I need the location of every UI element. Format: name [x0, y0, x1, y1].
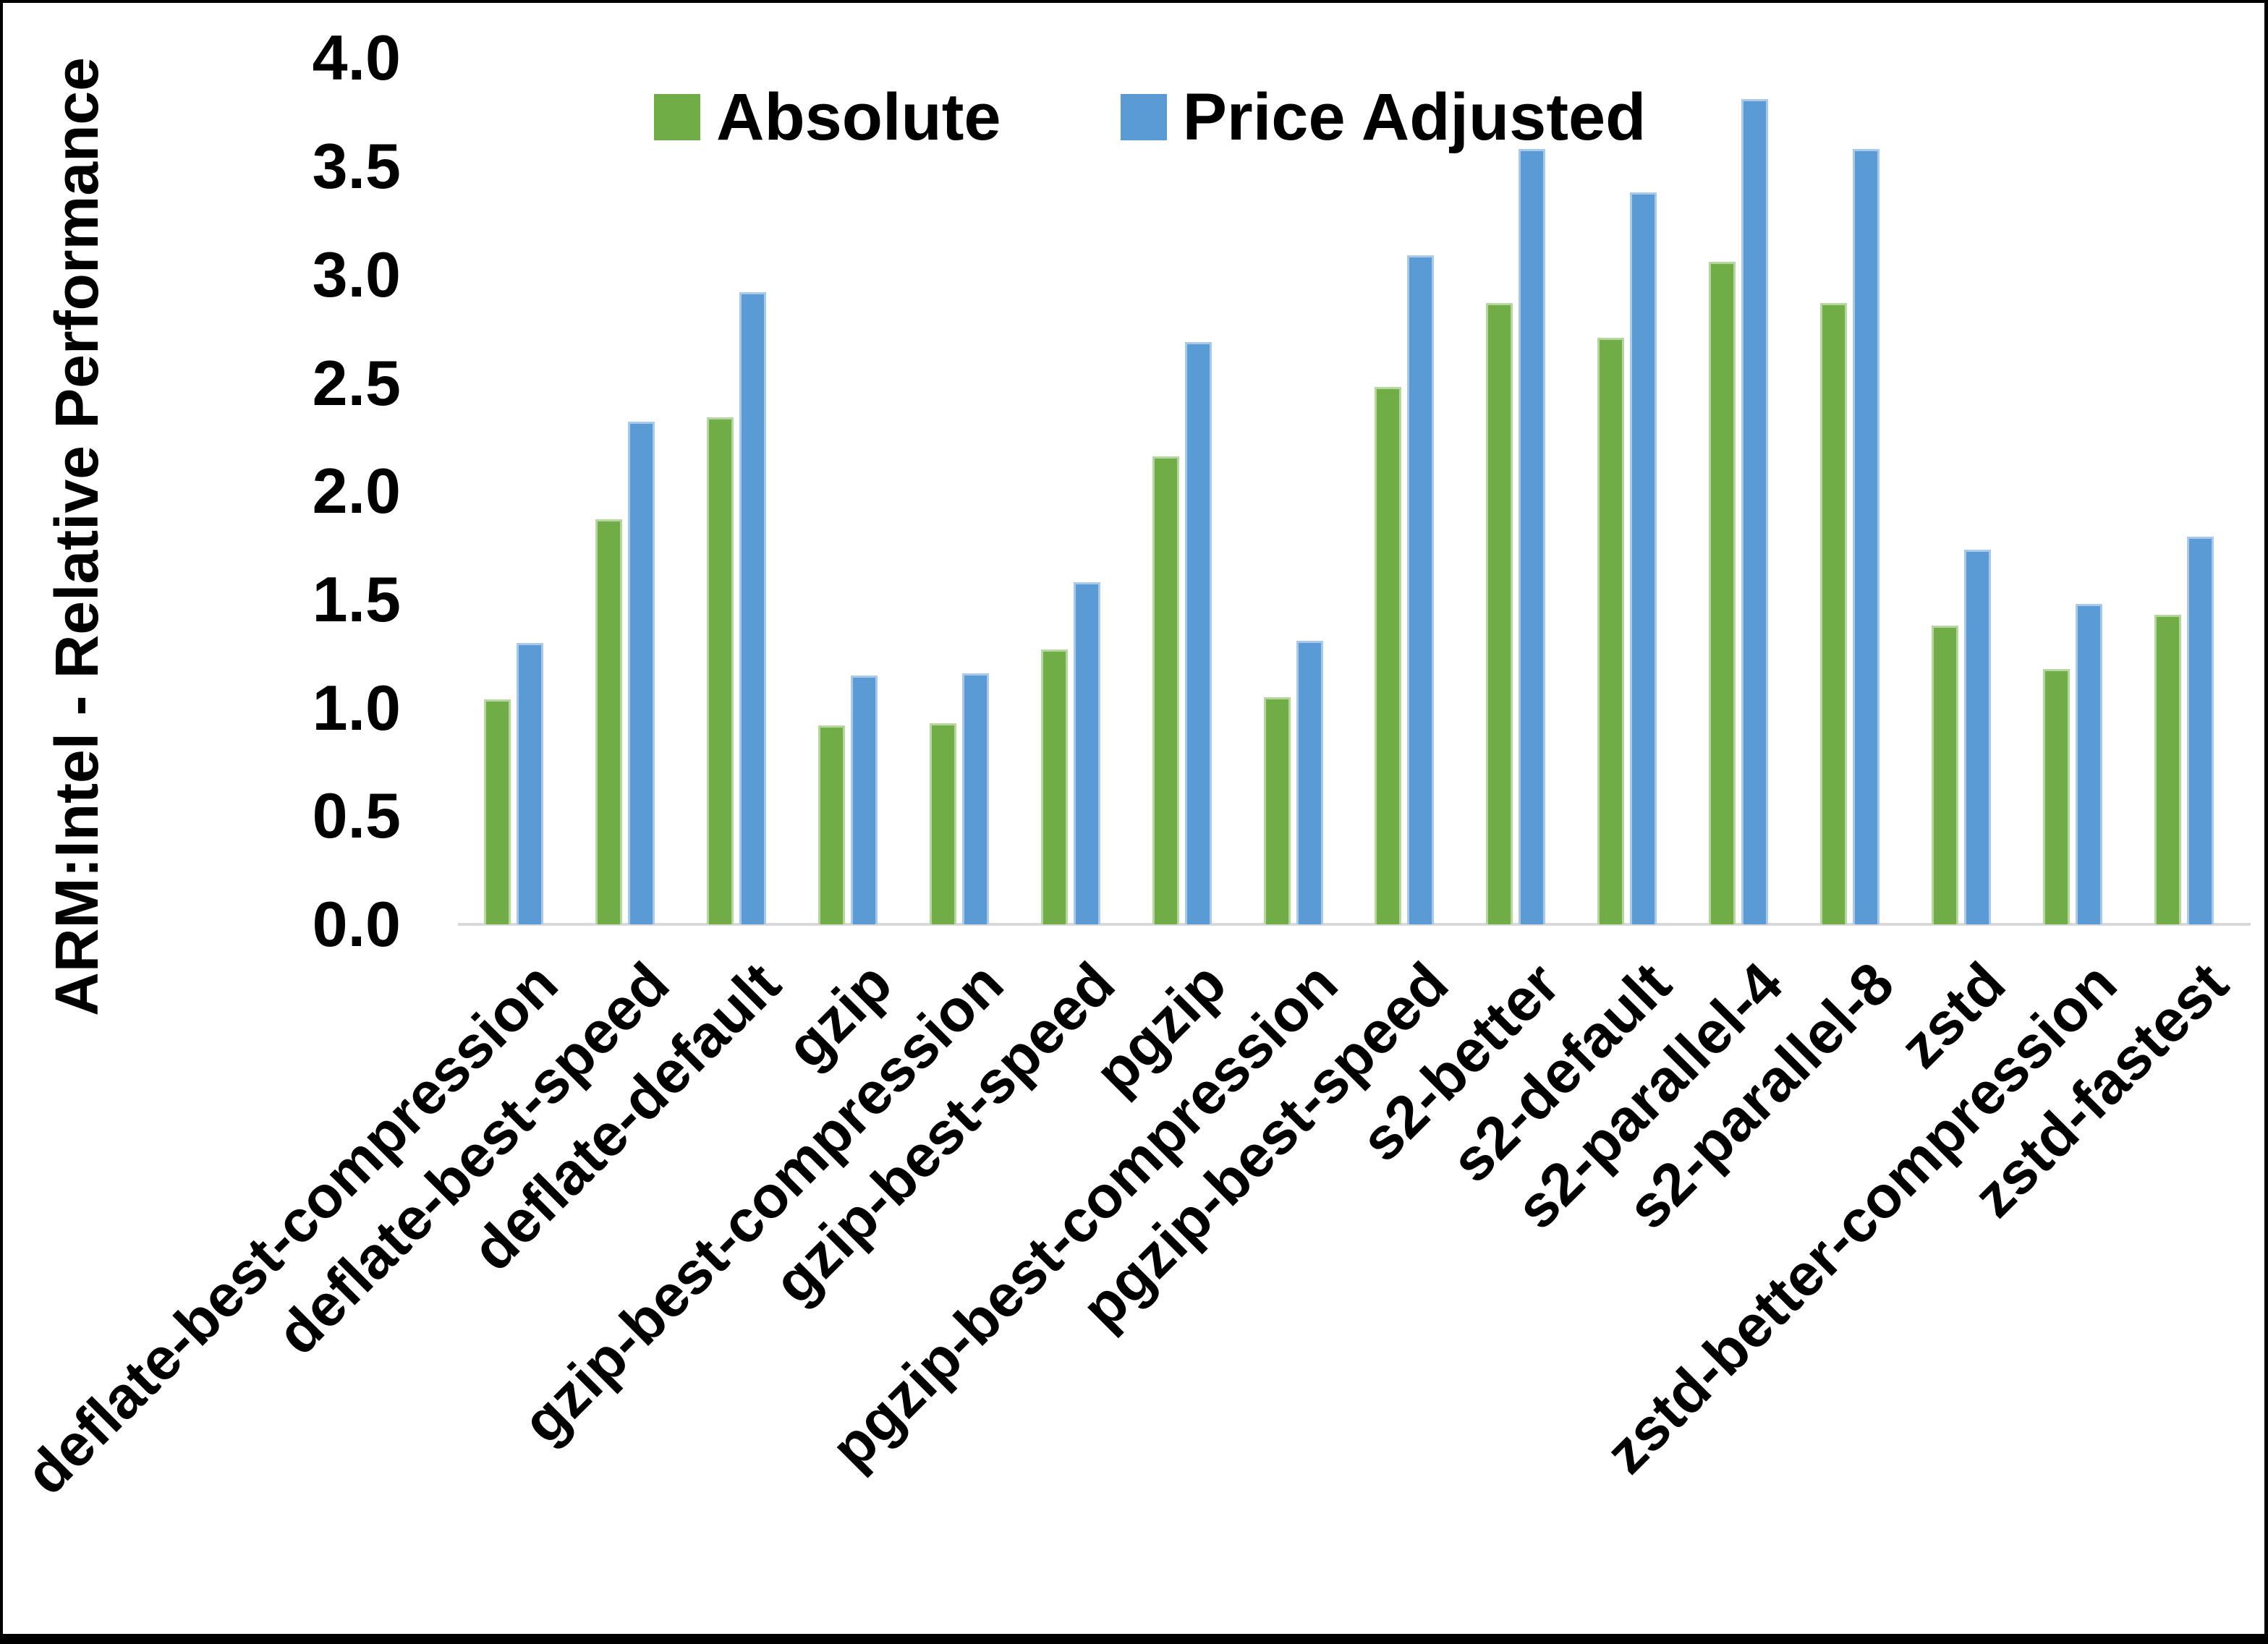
- bar-absolute-pgzip: [1152, 456, 1179, 924]
- bar-absolute-pgzip-best-compression: [1264, 697, 1291, 924]
- bar-absolute-zstd-better-compression: [2043, 669, 2070, 924]
- y-axis-title: ARM:Intel - Relative Performance: [43, 57, 111, 1016]
- bar-price-adjusted-zstd: [1964, 550, 1991, 924]
- bar-price-adjusted-zstd-fastest: [2187, 537, 2214, 924]
- y-axis-tick-3.0: 3.0: [312, 239, 401, 310]
- legend-item-price-adjusted: Price Adjusted: [1120, 80, 1647, 154]
- bar-price-adjusted-gzip-best-speed: [1074, 582, 1100, 924]
- bar-absolute-pgzip-best-speed: [1375, 387, 1401, 924]
- y-axis-tick-0.0: 0.0: [312, 888, 401, 960]
- bar-price-adjusted-pgzip: [1185, 342, 1212, 924]
- bar-price-adjusted-pgzip-best-compression: [1296, 641, 1323, 924]
- bar-price-adjusted-deflate-default: [739, 292, 766, 924]
- bar-price-adjusted-s2-parallel-8: [1853, 149, 1880, 924]
- y-axis-tick-2.0: 2.0: [312, 455, 401, 527]
- x-axis-line: [458, 923, 2251, 926]
- y-axis-tick-4.0: 4.0: [312, 22, 401, 93]
- bar-price-adjusted-s2-better: [1519, 149, 1545, 924]
- legend-swatch-icon: [654, 94, 700, 140]
- y-axis-tick-3.5: 3.5: [312, 130, 401, 202]
- y-axis-tick-0.5: 0.5: [312, 780, 401, 851]
- y-axis-tick-1.5: 1.5: [312, 563, 401, 635]
- legend-label: Price Adjusted: [1182, 80, 1647, 154]
- bar-absolute-zstd: [1932, 626, 1958, 924]
- bar-price-adjusted-gzip-best-compression: [962, 673, 989, 924]
- legend-item-absolute: Absolute: [654, 81, 1001, 153]
- bar-price-adjusted-zstd-better-compression: [2076, 604, 2102, 924]
- bar-absolute-s2-parallel-8: [1820, 303, 1847, 924]
- bar-absolute-s2-parallel-4: [1709, 262, 1736, 924]
- legend-swatch-icon: [1120, 94, 1167, 140]
- legend: Absolute Price Adjusted: [654, 81, 1646, 153]
- y-axis-tick-1.0: 1.0: [312, 672, 401, 744]
- bar-absolute-s2-default: [1597, 338, 1624, 924]
- bar-absolute-deflate-best-compression: [484, 699, 511, 924]
- bar-price-adjusted-gzip: [851, 676, 878, 924]
- bar-price-adjusted-s2-default: [1630, 192, 1657, 924]
- bar-absolute-gzip: [818, 725, 845, 924]
- y-axis-tick-2.5: 2.5: [312, 347, 401, 419]
- bar-price-adjusted-deflate-best-compression: [517, 643, 543, 924]
- bar-price-adjusted-deflate-best-speed: [628, 422, 655, 924]
- bar-absolute-s2-better: [1486, 303, 1513, 924]
- bar-absolute-zstd-fastest: [2154, 615, 2181, 924]
- bar-absolute-deflate-default: [707, 417, 734, 924]
- bar-absolute-gzip-best-speed: [1041, 649, 1068, 924]
- bar-price-adjusted-s2-parallel-4: [1741, 99, 1768, 924]
- bar-price-adjusted-pgzip-best-speed: [1407, 255, 1434, 924]
- bar-absolute-deflate-best-speed: [595, 519, 622, 924]
- legend-label: Absolute: [716, 80, 1001, 154]
- bar-absolute-gzip-best-compression: [930, 723, 956, 924]
